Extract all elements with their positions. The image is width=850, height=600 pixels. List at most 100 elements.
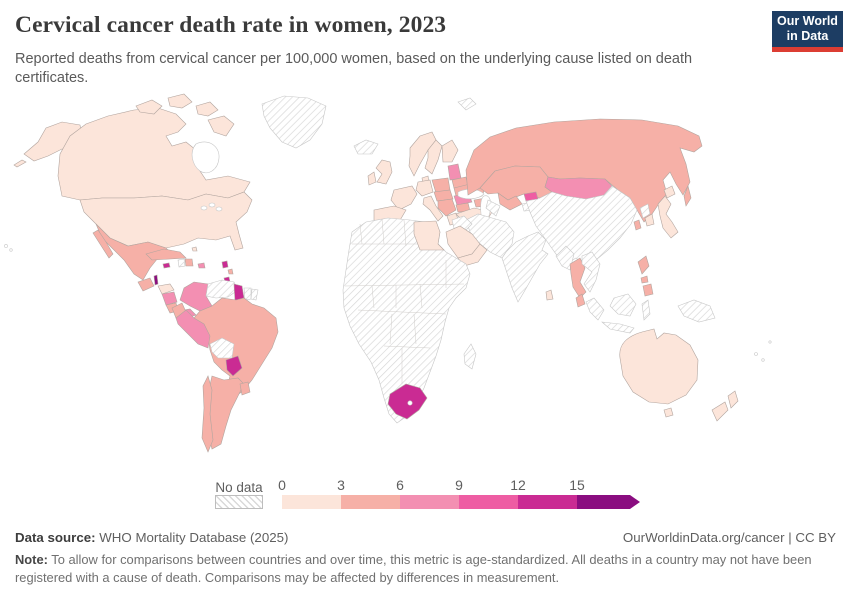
note-value: To allow for comparisons between countri… [15, 552, 812, 585]
region-sakhalin[interactable] [683, 185, 692, 207]
region-iceland[interactable] [353, 139, 379, 155]
region-madagascar[interactable] [463, 343, 477, 370]
region-ireland[interactable] [367, 171, 377, 186]
region-baja-california[interactable] [92, 229, 114, 259]
region-bahamas[interactable] [191, 246, 198, 252]
region-taiwan[interactable] [633, 219, 642, 231]
region-chile[interactable] [201, 375, 214, 453]
region-guatemala[interactable] [137, 277, 155, 292]
region-hawaii[interactable] [4, 244, 8, 248]
black-sea [457, 188, 485, 200]
region-paraguay[interactable] [225, 355, 243, 377]
region-south-korea[interactable] [644, 213, 655, 227]
region-central-europe[interactable] [433, 189, 454, 202]
region-sumatra[interactable] [585, 297, 605, 321]
legend-tick: 0 [278, 477, 286, 493]
region-french-guiana[interactable] [250, 288, 259, 301]
region-nicaragua[interactable] [161, 291, 178, 306]
region-philippines-luzon[interactable] [637, 255, 650, 275]
region-balkans[interactable] [437, 198, 457, 217]
legend-nodata-label: No data [215, 480, 263, 495]
legend-arrow-icon [630, 495, 640, 509]
region-sweden[interactable] [424, 139, 443, 175]
region-new-zealand-south[interactable] [711, 401, 729, 422]
region-belize[interactable] [153, 274, 159, 286]
legend-bin-12-15[interactable] [518, 495, 577, 509]
region-thailand[interactable] [569, 257, 587, 299]
region-india[interactable] [501, 231, 549, 303]
region-france[interactable] [390, 185, 418, 211]
region-sulawesi[interactable] [641, 299, 651, 321]
region-egypt[interactable] [413, 220, 445, 251]
region-italy[interactable] [422, 195, 444, 222]
legend-nodata-swatch[interactable] [215, 495, 263, 509]
region-norway[interactable] [408, 131, 437, 177]
chart-title: Cervical cancer death rate in women, 202… [15, 12, 447, 38]
region-japan-hokkaido[interactable] [663, 185, 676, 199]
region-united-kingdom[interactable] [375, 159, 393, 185]
region-arctic-island[interactable] [135, 99, 163, 115]
region-suriname[interactable] [243, 287, 252, 301]
region-finland[interactable] [441, 139, 459, 163]
rights-link[interactable]: OurWorldinData.org/cancer | CC BY [622, 530, 836, 545]
owid-logo: Our World in Data [772, 11, 843, 52]
region-north-korea[interactable] [639, 203, 651, 219]
region-arctic-island[interactable] [167, 93, 193, 109]
region-germany[interactable] [415, 179, 434, 197]
region-new-guinea[interactable] [677, 299, 716, 323]
africa-internal-borders [344, 218, 465, 384]
region-turkmenistan[interactable] [485, 199, 501, 217]
datasource-value: WHO Mortality Database (2025) [95, 530, 289, 545]
region-lesser-antilles[interactable] [221, 260, 229, 269]
region-myanmar[interactable] [555, 245, 575, 271]
region-malaysia[interactable] [575, 293, 586, 308]
region-arctic-island[interactable] [195, 101, 219, 117]
logo-line1: Our World [777, 14, 838, 28]
region-uruguay[interactable] [239, 381, 251, 396]
pacific-island [768, 340, 772, 344]
region-honduras[interactable] [157, 283, 175, 295]
region-vietnam-laos-cambodia[interactable] [581, 251, 601, 293]
region-australia[interactable] [619, 328, 699, 405]
region-lesotho[interactable] [407, 400, 413, 406]
region-svalbard[interactable] [457, 97, 477, 111]
region-aleutians[interactable] [13, 159, 27, 168]
legend-tick: 6 [396, 477, 404, 493]
region-jamaica[interactable] [162, 262, 171, 269]
region-java[interactable] [601, 321, 635, 334]
region-new-zealand-north[interactable] [727, 390, 739, 409]
legend-bin-15-plus[interactable] [577, 495, 630, 509]
region-argentina[interactable] [207, 375, 245, 450]
region-hawaii[interactable] [9, 248, 13, 252]
legend-bin-6-9[interactable] [400, 495, 459, 509]
region-puerto-rico[interactable] [197, 262, 206, 269]
region-lesser-antilles[interactable] [227, 268, 234, 275]
legend-bin-3-6[interactable] [341, 495, 400, 509]
region-china[interactable] [525, 185, 638, 267]
region-greenland[interactable] [261, 95, 327, 149]
region-venezuela[interactable] [205, 279, 239, 299]
region-borneo[interactable] [609, 293, 637, 317]
legend-tick: 9 [455, 477, 463, 493]
region-cuba[interactable] [145, 248, 187, 261]
world-map [4, 93, 772, 453]
datasource-line: Data source: WHO Mortality Database (202… [15, 530, 288, 545]
region-haiti[interactable] [177, 258, 186, 268]
region-baltic-states[interactable] [447, 163, 462, 181]
region-dominican-republic[interactable] [184, 258, 194, 267]
great-lake [208, 202, 216, 208]
region-baffin-island[interactable] [207, 115, 235, 137]
legend-bin-9-12[interactable] [459, 495, 518, 509]
legend-bin-0-3[interactable] [282, 495, 341, 509]
region-peru[interactable] [175, 309, 211, 349]
region-sri-lanka[interactable] [545, 289, 554, 301]
region-mexico[interactable] [95, 223, 173, 281]
chart-subtitle: Reported deaths from cervical cancer per… [15, 51, 693, 87]
region-japan[interactable] [657, 195, 679, 239]
region-tasmania[interactable] [663, 407, 674, 418]
region-philippines-mindanao[interactable] [642, 283, 654, 297]
legend-tick: 12 [510, 477, 526, 493]
region-philippines-visayas[interactable] [640, 275, 649, 284]
region-south-africa[interactable] [387, 383, 428, 420]
